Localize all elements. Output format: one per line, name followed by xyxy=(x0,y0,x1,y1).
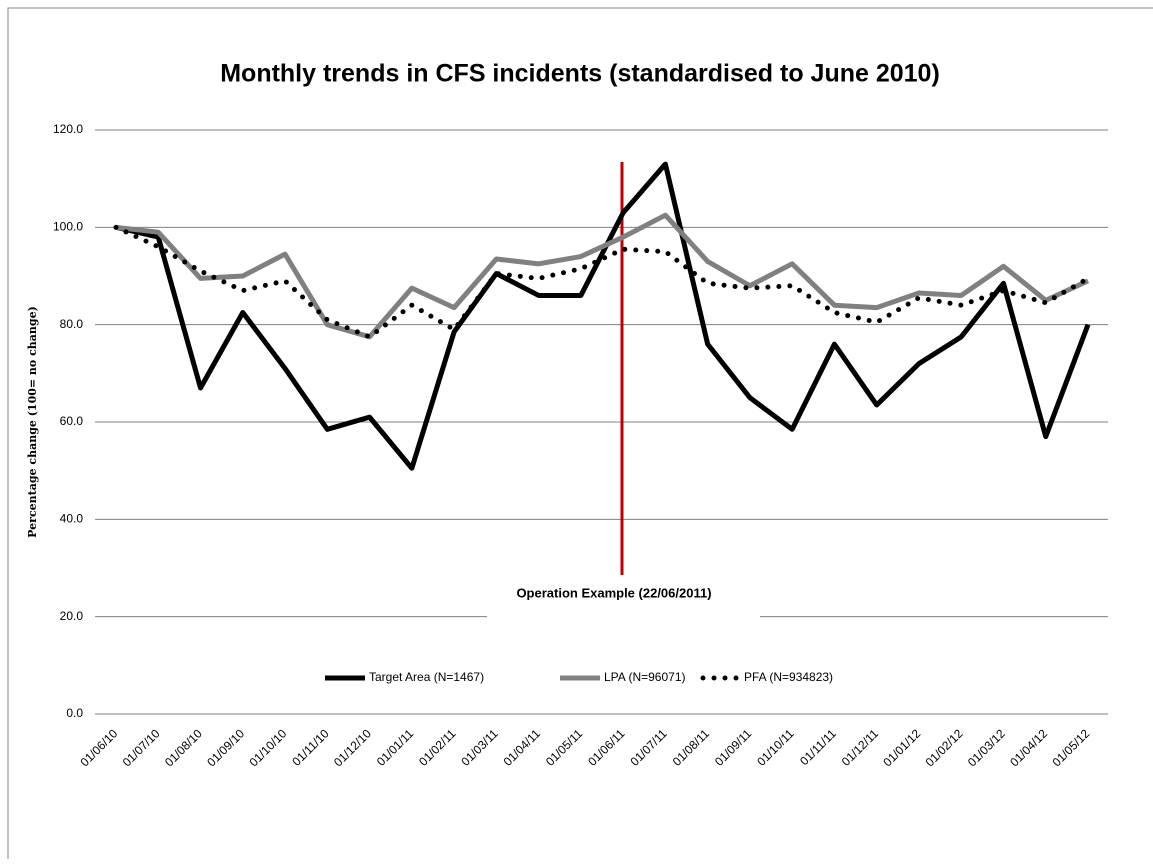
legend-label: PFA (N=934823) xyxy=(744,670,833,684)
chart-title: Monthly trends in CFS incidents (standar… xyxy=(220,60,940,88)
y-tick-label: 40.0 xyxy=(60,512,84,526)
y-tick-label: 80.0 xyxy=(60,317,84,331)
y-tick-label: 0.0 xyxy=(66,706,83,720)
series-line xyxy=(115,161,1091,471)
y-tick-label: 20.0 xyxy=(60,609,84,623)
annotation-label: Operation Example (22/06/2011) xyxy=(516,585,711,600)
series-line xyxy=(113,224,1091,340)
chart-border xyxy=(7,7,1153,864)
annotation-background xyxy=(487,578,760,620)
y-tick-label: 100.0 xyxy=(53,220,83,234)
y-tick-label: 60.0 xyxy=(60,414,84,428)
series-line xyxy=(115,212,1090,340)
y-tick-label: 120.0 xyxy=(53,122,83,136)
y-axis-label: Percentage change (100= no change) xyxy=(26,306,39,538)
legend-label: Target Area (N=1467) xyxy=(369,670,484,684)
legend-label: LPA (N=96071) xyxy=(604,670,686,684)
